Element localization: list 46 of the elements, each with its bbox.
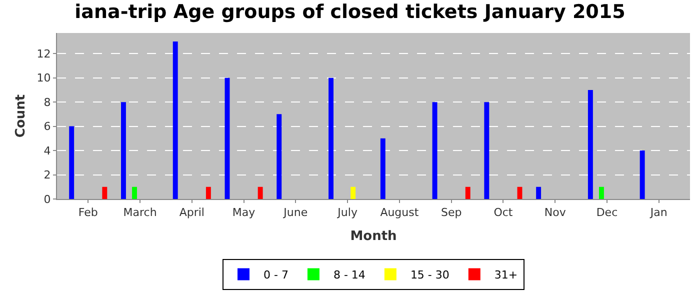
y-tick-label: 0 (44, 192, 51, 206)
bar (132, 186, 137, 199)
x-tick-label: July (336, 206, 358, 220)
x-tick-label: May (232, 206, 256, 220)
bar (350, 186, 356, 199)
bar (517, 186, 522, 199)
x-tick-label: Feb (78, 206, 98, 220)
bar (432, 102, 438, 199)
bar (276, 114, 282, 199)
x-tick-label: Oct (494, 206, 514, 220)
bar (380, 138, 386, 199)
bar (598, 186, 604, 199)
x-tick-label: Sep (440, 206, 462, 220)
x-tick-label: April (179, 206, 204, 220)
x-axis-title: Month (350, 228, 397, 244)
bar (121, 102, 126, 199)
bar (102, 186, 108, 199)
bar (206, 186, 211, 199)
chart-title: iana-trip Age groups of closed tickets January 2015 (74, 0, 626, 23)
legend-label: 15 - 30 (410, 268, 450, 282)
bar (224, 78, 230, 199)
x-tick-label: Nov (544, 206, 566, 220)
x-tick-label: August (380, 206, 420, 220)
bar (640, 150, 645, 199)
legend-label: 31+ (494, 268, 518, 282)
bar (484, 102, 490, 199)
legend-label: 0 - 7 (264, 268, 288, 282)
bar (172, 41, 178, 199)
y-tick-label: 6 (44, 120, 51, 134)
y-tick-label: 4 (44, 144, 51, 158)
bar (69, 126, 74, 199)
y-tick-label: 8 (44, 96, 51, 109)
x-tick-label: June (282, 206, 308, 220)
x-tick-label: Jan (649, 206, 668, 220)
x-tick-label: March (123, 206, 157, 220)
x-tick-label: Dec (596, 206, 618, 220)
bar (328, 78, 334, 199)
y-axis-title: Count (14, 94, 29, 138)
legend-label: 8 - 14 (333, 268, 366, 282)
bar (258, 186, 263, 199)
bar (588, 90, 593, 199)
y-tick-label: 10 (36, 72, 51, 85)
y-tick-label: 2 (44, 168, 51, 182)
bar (465, 186, 470, 199)
y-tick-label: 12 (36, 47, 51, 60)
bar (536, 186, 542, 199)
